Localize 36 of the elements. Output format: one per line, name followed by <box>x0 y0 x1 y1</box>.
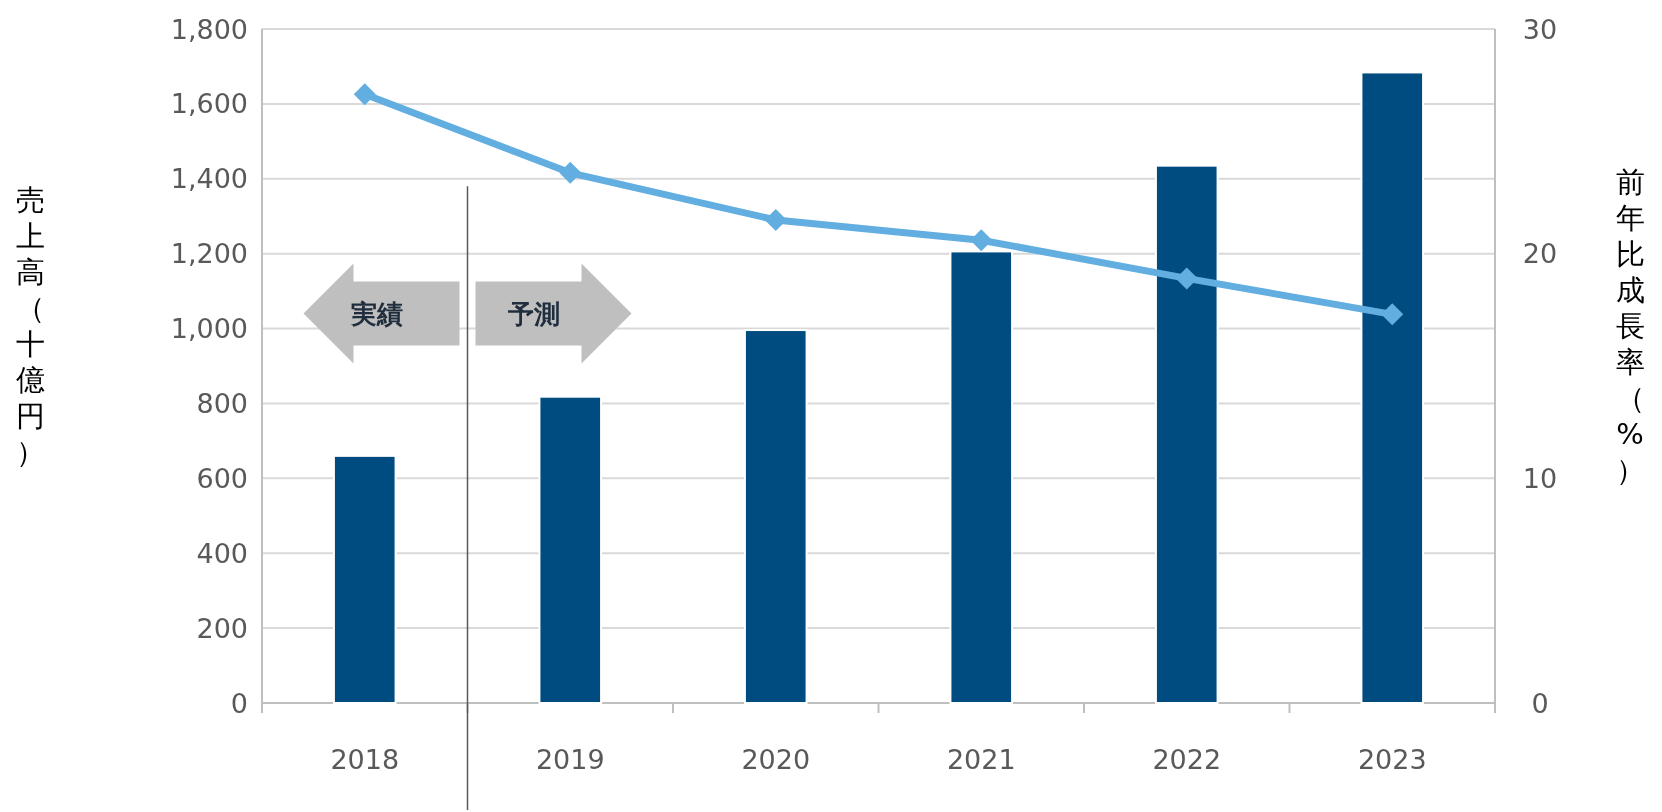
text: 前年比成長率（%） <box>1615 165 1645 487</box>
y-tick-label: 1,000 <box>170 313 248 345</box>
point <box>1175 267 1198 290</box>
x-tick-label: 2018 <box>330 743 400 775</box>
x-tick-label: 2019 <box>535 743 605 775</box>
y-tick-label: 1,400 <box>170 163 248 195</box>
annotation: 実績 <box>349 298 403 329</box>
y-tick-label: 800 <box>196 387 248 419</box>
y-tick-label: 200 <box>196 612 248 644</box>
y2-tick-label: 10 <box>1522 462 1558 494</box>
x-tick-label: 2023 <box>1357 743 1427 775</box>
bar <box>332 454 397 704</box>
y-tick-label: 400 <box>196 537 248 569</box>
y2-tick-label: 0 <box>1531 687 1549 719</box>
x-tick-label: 2022 <box>1152 743 1222 775</box>
bar <box>1154 164 1219 704</box>
y-tick-label: 1,800 <box>170 13 248 45</box>
point <box>1381 303 1404 326</box>
bar <box>1360 71 1425 704</box>
bar <box>538 395 603 704</box>
annotation: 予測 <box>506 298 560 329</box>
y2-tick-label: 20 <box>1522 238 1558 270</box>
bar <box>949 250 1014 704</box>
point <box>970 229 993 252</box>
point <box>764 208 787 231</box>
x-tick-label: 2021 <box>946 743 1016 775</box>
point <box>559 161 582 184</box>
y2-tick-label: 30 <box>1522 13 1558 45</box>
point <box>353 83 376 106</box>
bar <box>743 329 808 704</box>
y-tick-label: 600 <box>196 462 248 494</box>
y-tick-label: 1,200 <box>170 238 248 270</box>
y-tick-label: 0 <box>230 687 248 719</box>
y-tick-label: 1,600 <box>170 88 248 120</box>
x-tick-label: 2020 <box>741 743 811 775</box>
y-axis-title: 売上高（十億円） <box>15 183 45 469</box>
